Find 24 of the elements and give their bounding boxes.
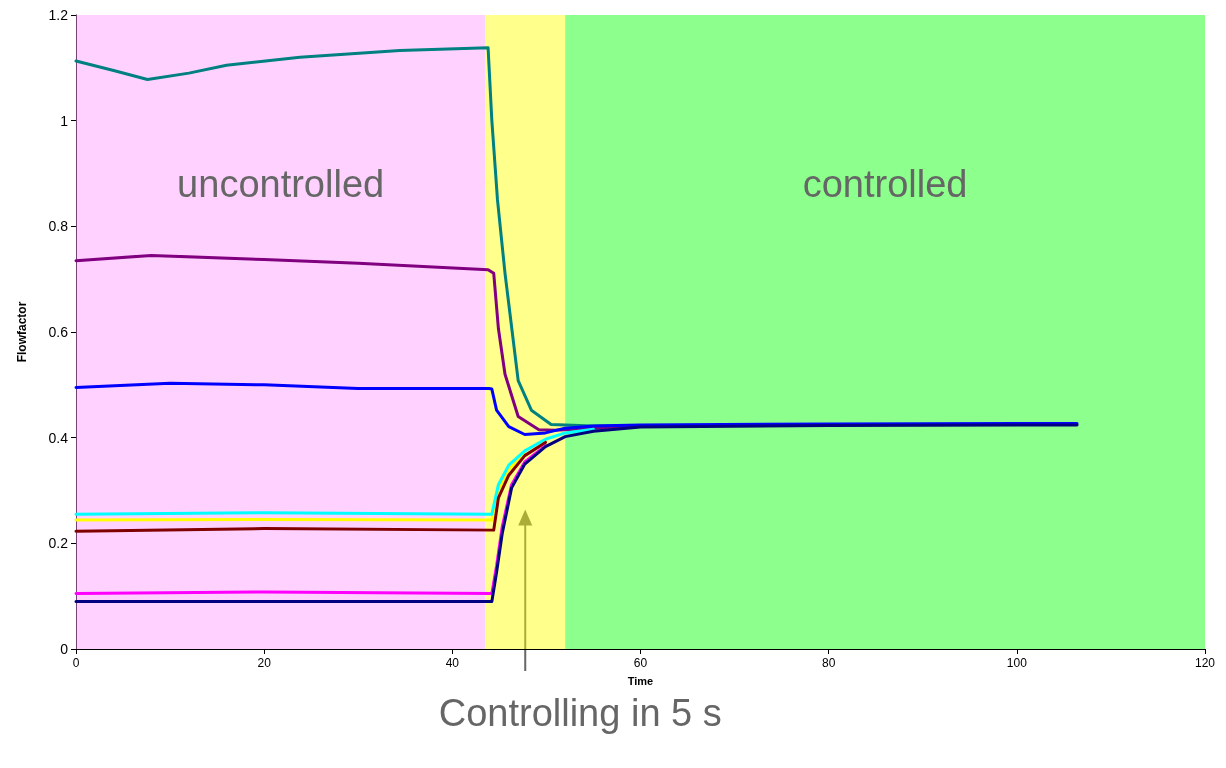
band-label: controlled <box>802 163 968 205</box>
y-axis-title: Flowfactor <box>15 301 29 363</box>
y-tick-label: 1 <box>60 112 69 129</box>
x-tick-label: 100 <box>1006 656 1028 670</box>
text: Controlling in 5 s <box>438 692 722 734</box>
x-tick-label: 20 <box>257 656 272 670</box>
line-series <box>74 452 527 522</box>
band-label: uncontrolled <box>177 163 385 205</box>
y-tick-label: 0.4 <box>48 429 69 446</box>
x-tick-label: 0 <box>72 656 80 670</box>
x-tick-label: 120 <box>1194 656 1216 670</box>
x-tick-label: 80 <box>821 656 836 670</box>
y-tick-label: 0.6 <box>48 324 69 340</box>
y-tick-label: 1.2 <box>48 7 69 23</box>
x-tick-label: 40 <box>445 656 460 670</box>
line-series <box>74 440 547 533</box>
y-tick-label: 0.8 <box>48 218 69 235</box>
line-series <box>74 381 1079 436</box>
line-series <box>74 427 595 516</box>
line-series <box>74 423 1079 603</box>
x-tick-label: 60 <box>633 656 648 670</box>
y-tick-label: 0 <box>60 641 69 657</box>
x-axis-title: Time <box>627 674 654 687</box>
y-tick-label: 0.2 <box>48 535 69 552</box>
